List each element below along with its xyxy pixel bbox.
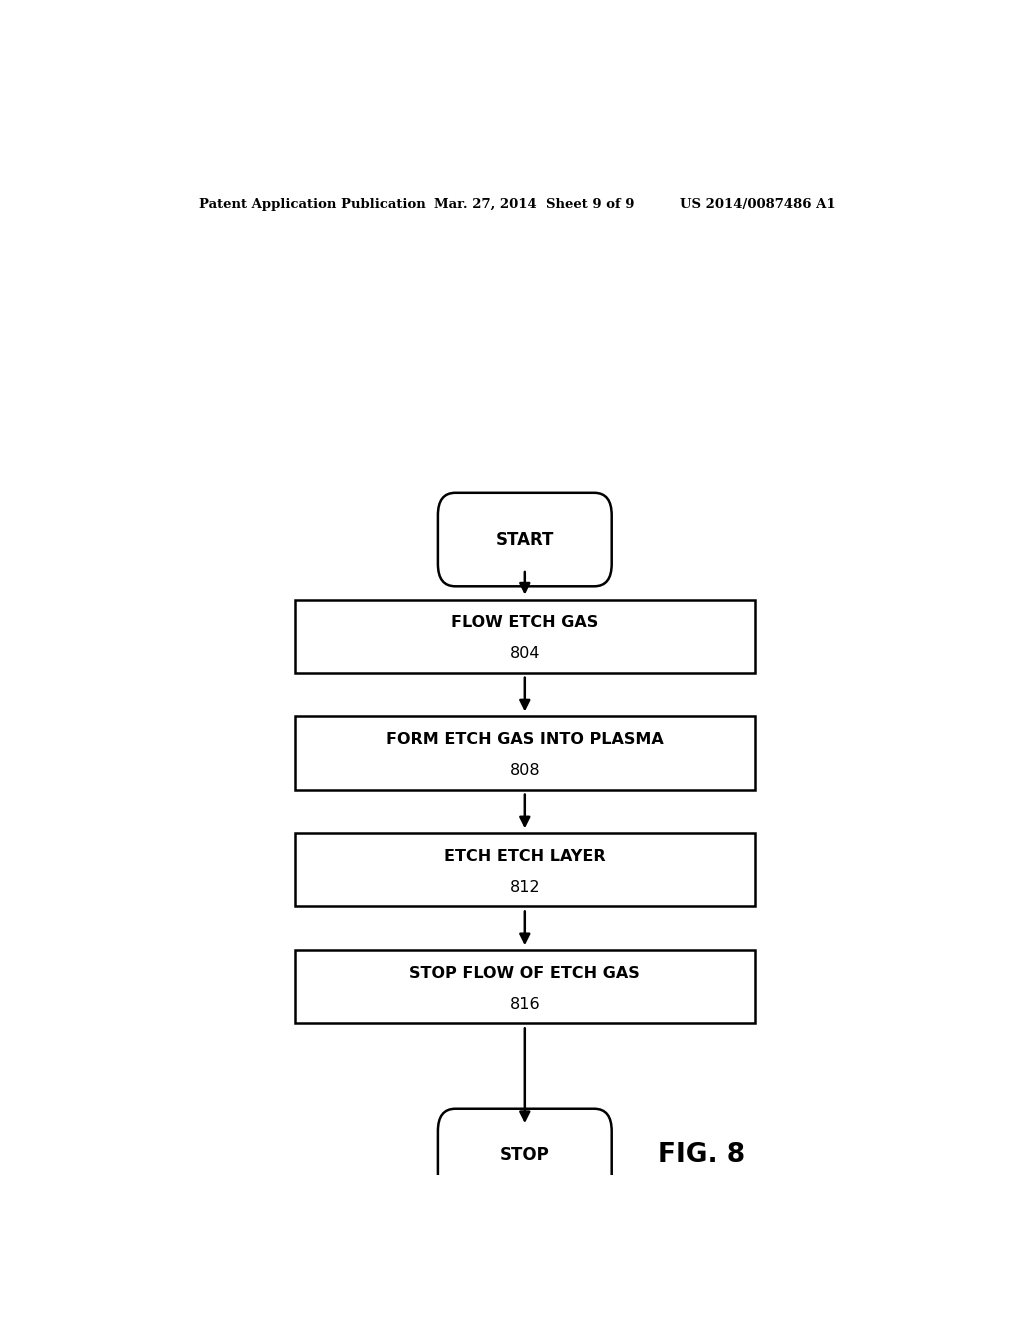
Text: ETCH ETCH LAYER: ETCH ETCH LAYER [444, 849, 605, 865]
FancyBboxPatch shape [295, 950, 755, 1023]
FancyBboxPatch shape [295, 833, 755, 907]
Text: US 2014/0087486 A1: US 2014/0087486 A1 [680, 198, 836, 211]
Text: START: START [496, 531, 554, 549]
FancyBboxPatch shape [438, 492, 611, 586]
Text: 808: 808 [510, 763, 540, 777]
Text: STOP: STOP [500, 1147, 550, 1164]
FancyBboxPatch shape [295, 599, 755, 673]
Text: 804: 804 [510, 645, 540, 661]
Text: 816: 816 [510, 997, 540, 1011]
Text: FORM ETCH GAS INTO PLASMA: FORM ETCH GAS INTO PLASMA [386, 733, 664, 747]
Text: 812: 812 [510, 879, 540, 895]
FancyBboxPatch shape [295, 717, 755, 789]
Text: STOP FLOW OF ETCH GAS: STOP FLOW OF ETCH GAS [410, 966, 640, 981]
Text: Patent Application Publication: Patent Application Publication [200, 198, 426, 211]
Text: FIG. 8: FIG. 8 [657, 1143, 744, 1168]
Text: Mar. 27, 2014  Sheet 9 of 9: Mar. 27, 2014 Sheet 9 of 9 [433, 198, 634, 211]
Text: FLOW ETCH GAS: FLOW ETCH GAS [452, 615, 598, 631]
FancyBboxPatch shape [438, 1109, 611, 1203]
